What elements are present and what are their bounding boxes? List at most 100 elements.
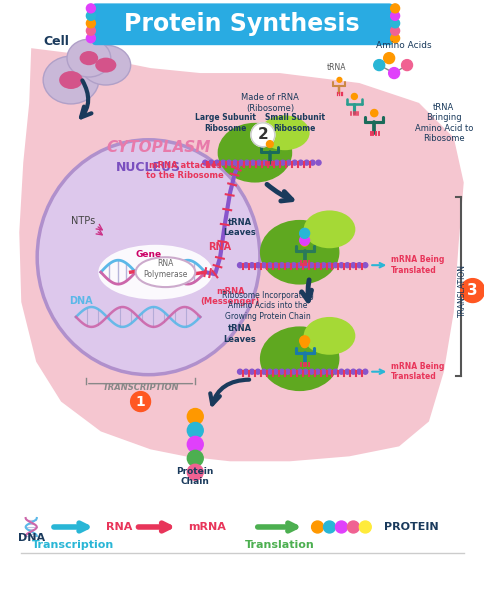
Ellipse shape — [43, 56, 99, 104]
Circle shape — [255, 369, 260, 374]
Circle shape — [220, 160, 225, 165]
Ellipse shape — [259, 220, 339, 285]
Ellipse shape — [79, 51, 98, 65]
Circle shape — [297, 369, 302, 374]
Circle shape — [315, 369, 319, 374]
Circle shape — [335, 521, 347, 533]
Circle shape — [323, 521, 335, 533]
Circle shape — [280, 160, 285, 165]
Circle shape — [370, 110, 377, 117]
Text: NTPs: NTPs — [71, 217, 95, 226]
Circle shape — [250, 160, 255, 165]
Text: tRNA: tRNA — [326, 63, 346, 72]
Circle shape — [86, 34, 95, 43]
Circle shape — [250, 123, 274, 147]
Text: 1: 1 — [136, 395, 145, 409]
Text: tRNA
Leaves: tRNA Leaves — [223, 324, 256, 343]
Circle shape — [279, 263, 284, 267]
Circle shape — [274, 160, 279, 165]
Circle shape — [383, 53, 394, 64]
Circle shape — [388, 67, 399, 78]
Text: Protein
Chain: Protein Chain — [176, 466, 213, 486]
Circle shape — [390, 26, 399, 35]
Circle shape — [255, 263, 260, 267]
Circle shape — [299, 336, 309, 346]
Circle shape — [373, 59, 384, 70]
Circle shape — [226, 160, 231, 165]
Circle shape — [243, 369, 248, 374]
Text: 3: 3 — [467, 283, 477, 298]
Text: TRANSCRIPTION: TRANSCRIPTION — [102, 382, 179, 392]
Circle shape — [187, 422, 203, 438]
Circle shape — [316, 160, 320, 165]
Circle shape — [290, 369, 296, 374]
Circle shape — [320, 263, 325, 267]
Text: CYTOPLASM: CYTOPLASM — [106, 140, 210, 155]
Circle shape — [249, 369, 254, 374]
Ellipse shape — [81, 45, 130, 85]
Ellipse shape — [67, 39, 110, 77]
Circle shape — [401, 59, 412, 70]
Circle shape — [362, 263, 367, 267]
Circle shape — [86, 19, 95, 28]
Text: DNA: DNA — [69, 296, 92, 306]
Circle shape — [267, 263, 272, 267]
Circle shape — [249, 263, 254, 267]
Circle shape — [268, 160, 273, 165]
Circle shape — [237, 369, 242, 374]
Circle shape — [333, 263, 337, 267]
Text: Small Subunit
Ribosome: Small Subunit Ribosome — [264, 113, 324, 133]
Circle shape — [356, 369, 361, 374]
Circle shape — [238, 160, 243, 165]
Ellipse shape — [95, 58, 116, 73]
Circle shape — [299, 236, 309, 245]
Circle shape — [243, 263, 248, 267]
Ellipse shape — [37, 140, 259, 375]
Circle shape — [390, 12, 399, 20]
Circle shape — [187, 409, 203, 425]
Text: PROTEIN: PROTEIN — [383, 522, 438, 532]
Circle shape — [390, 4, 399, 13]
Circle shape — [250, 123, 274, 147]
Circle shape — [285, 369, 289, 374]
Ellipse shape — [259, 326, 339, 391]
Circle shape — [344, 369, 349, 374]
Circle shape — [315, 263, 319, 267]
Text: TRANSLATION: TRANSLATION — [457, 264, 466, 317]
Text: mRNA attaches
to the Ribosome: mRNA attaches to the Ribosome — [146, 161, 224, 181]
Circle shape — [326, 263, 332, 267]
Circle shape — [286, 160, 290, 165]
Circle shape — [237, 263, 242, 267]
Circle shape — [86, 4, 95, 13]
Circle shape — [244, 160, 249, 165]
Polygon shape — [19, 48, 463, 461]
Text: RNA: RNA — [106, 522, 132, 532]
Circle shape — [290, 263, 296, 267]
Circle shape — [86, 12, 95, 20]
Text: tRNA
Leaves: tRNA Leaves — [223, 218, 256, 237]
Circle shape — [279, 369, 284, 374]
Circle shape — [350, 263, 355, 267]
Circle shape — [299, 228, 309, 238]
Circle shape — [326, 369, 332, 374]
Circle shape — [356, 263, 361, 267]
Text: Ribosome Incorporating
Amino Acids into the
Growing Protein Chain: Ribosome Incorporating Amino Acids into … — [222, 291, 313, 321]
Ellipse shape — [259, 116, 309, 150]
Circle shape — [130, 392, 150, 411]
Text: 2: 2 — [257, 127, 268, 142]
Circle shape — [303, 160, 308, 165]
Circle shape — [460, 278, 484, 302]
Circle shape — [308, 263, 314, 267]
Ellipse shape — [303, 317, 355, 355]
Text: Transcription: Transcription — [32, 540, 114, 550]
Circle shape — [344, 263, 349, 267]
Text: Protein Synthesis: Protein Synthesis — [124, 12, 359, 36]
Circle shape — [320, 369, 325, 374]
Circle shape — [267, 369, 272, 374]
Circle shape — [390, 19, 399, 28]
Circle shape — [359, 521, 370, 533]
Text: Gene: Gene — [135, 250, 161, 259]
Circle shape — [362, 369, 367, 374]
Circle shape — [308, 369, 314, 374]
Circle shape — [301, 340, 308, 348]
